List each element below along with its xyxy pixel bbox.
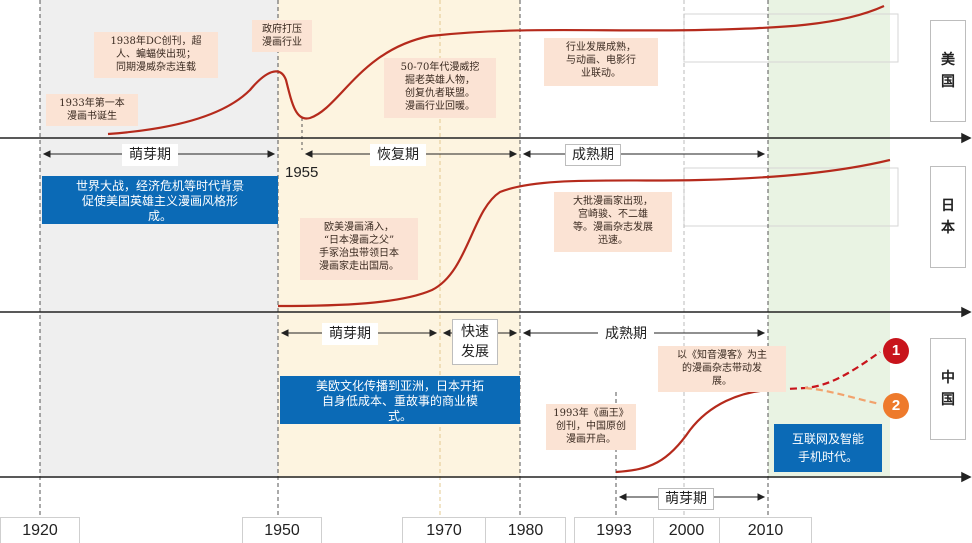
scenario-badge-1: 1 [883,338,909,364]
year-label-2000: 2000 [654,517,720,543]
year-label-1970: 1970 [402,517,486,543]
year-gridlines [39,0,769,517]
axis-japan-arrow [961,306,972,318]
country-label-japan: 日 本 [930,166,966,268]
curve-usa [107,4,885,136]
note-usa-suppress: 政府打压 漫画行业 [252,20,312,52]
note-china-zhiyin: 以《知音漫客》为主 的漫画杂志带动发 展。 [658,346,786,392]
curve-japan [277,158,891,308]
note-usa-1933: 1933年第一本 漫画书诞生 [46,94,138,126]
band-1920-1950 [40,0,278,478]
arrow-head [618,493,627,501]
curve-china [615,388,769,474]
year-label-1993: 1993 [574,517,654,543]
phase-usa-recovery: 恢复期 [370,144,426,166]
arrow-head [522,329,531,337]
year-label-2010: 2010 [720,517,812,543]
phase-japan-sprout: 萌芽期 [322,323,378,345]
scenario-badge-2: 2 [883,393,909,419]
note-usa-5070: 50-70年代漫威挖 掘老英雄人物， 创复仇者联盟。 漫画行业回暖。 [384,58,496,118]
arrow-head [429,329,438,337]
year-marker-1955: 1955 [285,164,319,181]
note-china-1993: 1993年《画王》 创刊，中国原创 漫画开启。 [546,404,636,450]
phase-usa-sprout: 萌芽期 [122,144,178,166]
note-japan-masters: 大批漫画家出现， 宫崎骏、不二雄 等。漫画杂志发展 迅速。 [554,192,672,252]
arrow-head [280,329,289,337]
axis-china-arrow [961,471,972,483]
arrow-head [42,150,51,158]
blue-note-usa: 世界大战，经济危机等时代背景 促使美国英雄主义漫画风格形 成。 [42,176,278,224]
country-axes [0,132,972,483]
arrow-head [304,150,313,158]
year-label-1950: 1950 [242,517,322,543]
country-label-usa: 美 国 [930,20,966,122]
year-label-1980: 1980 [486,517,566,543]
note-usa-mature: 行业发展成熟， 与动画、电影行 业联动。 [544,38,658,86]
arrow-head [757,150,766,158]
arrow-head [757,329,766,337]
arrow-head [509,150,518,158]
arrow-head [522,150,531,158]
blue-note-china: 互联网及智能 手机时代。 [774,424,882,472]
blue-note-japan: 美欧文化传播到亚洲，日本开拓 自身低成本、重故事的商业模 式。 [280,376,520,424]
phase-china-sprout: 萌芽期 [658,488,714,510]
axis-usa-arrow [961,132,972,144]
country-label-china: 中 国 [930,338,966,440]
phase-usa-mature: 成熟期 [565,144,621,166]
arrow-head [442,329,451,337]
note-japan-influx: 欧美漫画涌入， “日本漫画之父” 手冢治虫带领日本 漫画家走出国局。 [300,218,418,280]
arrow-head [267,150,276,158]
arrow-head [757,493,766,501]
phase-japan-fast: 快速 发展 [452,319,498,365]
arrow-head [509,329,518,337]
band-2010-now [768,0,890,478]
year-label-1920: 1920 [0,517,80,543]
phase-japan-mature: 成熟期 [598,323,654,345]
curve-china-scenario-2 [804,386,881,406]
note-usa-1938: 1938年DC创刊，超 人、蝙蝠侠出现； 同期漫威杂志连载 [94,32,218,78]
